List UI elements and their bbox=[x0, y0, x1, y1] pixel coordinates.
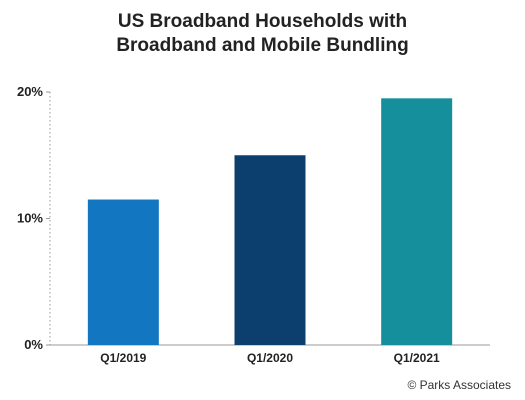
bar-Q1-2019 bbox=[87, 199, 159, 345]
y-tick-label: 0% bbox=[24, 337, 43, 352]
copyright-credit: © Parks Associates bbox=[407, 378, 511, 392]
y-tick-label: 20% bbox=[17, 84, 43, 99]
x-tick-label: Q1/2019 bbox=[100, 351, 146, 365]
x-tick-label: Q1/2020 bbox=[247, 351, 293, 365]
bar-Q1-2021 bbox=[381, 98, 453, 345]
chart-title-line-1: US Broadband Households with bbox=[117, 11, 408, 32]
y-tick-label: 10% bbox=[17, 211, 43, 226]
x-tick-label: Q1/2021 bbox=[394, 351, 440, 365]
chart-title-line-2: Broadband and Mobile Bundling bbox=[116, 35, 409, 56]
bar-Q1-2020 bbox=[234, 155, 306, 345]
chart-title: US Broadband Households with Broadband a… bbox=[0, 10, 525, 58]
